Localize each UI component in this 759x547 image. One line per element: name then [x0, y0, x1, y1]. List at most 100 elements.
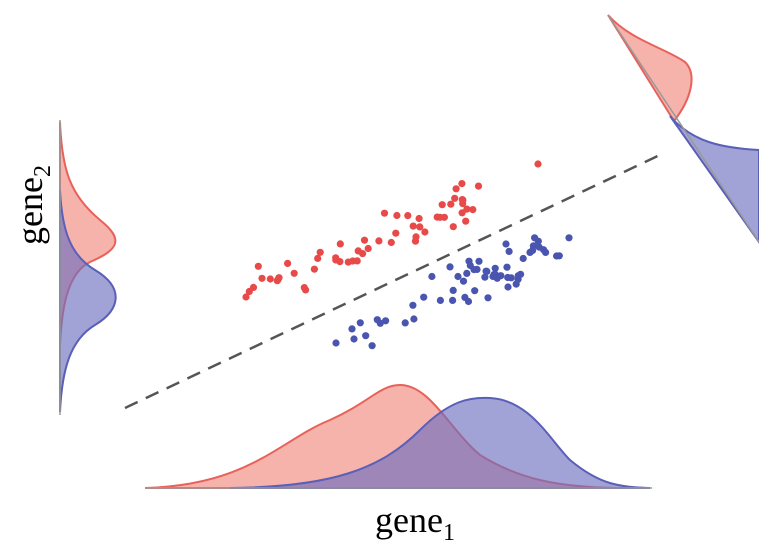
blue-point	[348, 325, 356, 333]
blue-point	[410, 315, 418, 323]
bottom-marginal	[144, 383, 652, 489]
blue-point	[449, 296, 457, 304]
red-point	[474, 182, 483, 190]
blue-point	[505, 247, 513, 255]
red-point	[440, 213, 448, 221]
red-point	[452, 185, 460, 193]
red-point	[534, 160, 542, 168]
red-point	[364, 244, 372, 253]
blue-point	[420, 293, 428, 301]
red-point	[449, 223, 457, 231]
blue-point	[362, 332, 370, 340]
blue-point	[565, 234, 573, 242]
label-subscript: 1	[443, 520, 455, 546]
red-point	[254, 262, 262, 270]
red-point	[360, 236, 369, 244]
scatter-points	[242, 160, 573, 350]
red-point	[393, 211, 401, 220]
red-point	[354, 247, 362, 255]
red-point	[392, 229, 400, 237]
label-subscript: 2	[30, 165, 56, 177]
red-point	[469, 206, 477, 214]
red-point	[242, 293, 250, 301]
red-point	[290, 269, 298, 277]
blue-point	[466, 261, 474, 270]
blue-point	[428, 272, 436, 281]
red-point	[266, 275, 274, 283]
blue-point	[503, 263, 511, 271]
blue-point	[373, 316, 381, 324]
red-point	[404, 212, 412, 220]
red-point	[273, 277, 281, 285]
red-point	[380, 209, 389, 217]
red-point	[353, 257, 361, 265]
blue-point	[491, 270, 499, 278]
blue-point	[481, 273, 489, 281]
red-point	[459, 196, 467, 204]
blue-point	[446, 263, 454, 271]
blue-point	[368, 342, 376, 350]
y-axis-label: gene2	[10, 165, 56, 245]
left-marginal	[59, 120, 117, 415]
red-point	[316, 248, 324, 256]
red-point	[375, 237, 383, 245]
red-point	[412, 233, 420, 241]
blue-point	[504, 283, 512, 291]
red-point	[451, 194, 459, 202]
red-point	[463, 205, 471, 213]
blue-point	[473, 265, 481, 273]
red-point	[387, 238, 395, 247]
decision-boundary	[124, 152, 663, 410]
blue-point	[526, 248, 534, 256]
blue-point	[512, 280, 520, 288]
label-text: gene	[10, 177, 50, 245]
red-point	[302, 286, 310, 294]
blue-point	[436, 296, 444, 304]
red-point	[409, 222, 417, 230]
red-point	[336, 240, 344, 248]
blue-point	[484, 294, 492, 302]
blue-density	[229, 396, 651, 489]
red-density	[607, 14, 693, 123]
label-text: gene	[375, 500, 443, 540]
red-point	[284, 259, 292, 267]
blue-density	[59, 189, 117, 413]
blue-point	[464, 297, 473, 306]
projection-marginal	[607, 14, 759, 244]
blue-point	[534, 237, 542, 245]
blue-point	[491, 264, 499, 272]
red-point	[415, 214, 423, 223]
red-point	[249, 283, 258, 291]
red-point	[416, 223, 424, 231]
red-point	[332, 254, 340, 262]
blue-point	[497, 272, 505, 280]
blue-point	[471, 287, 479, 295]
blue-point	[502, 240, 510, 248]
blue-point	[454, 272, 462, 281]
blue-point	[553, 252, 561, 260]
blue-point	[459, 277, 468, 285]
blue-point	[483, 267, 491, 275]
baseline	[607, 14, 759, 243]
blue-point	[449, 286, 457, 294]
blue-point	[409, 301, 417, 309]
blue-point	[463, 269, 471, 277]
blue-point	[350, 335, 358, 343]
red-point	[314, 254, 322, 262]
red-point	[447, 200, 455, 208]
red-point	[462, 217, 470, 225]
blue-point	[514, 272, 522, 280]
red-point	[458, 180, 466, 188]
red-point	[421, 228, 429, 236]
red-point	[433, 213, 441, 221]
blue-point	[332, 339, 340, 347]
x-axis-label: gene1	[375, 500, 455, 546]
blue-point	[475, 257, 483, 265]
blue-point	[519, 254, 527, 263]
blue-point	[382, 317, 390, 325]
blue-point	[535, 243, 543, 251]
blue-point	[356, 319, 364, 327]
red-point	[258, 274, 266, 282]
blue-point	[507, 274, 515, 282]
